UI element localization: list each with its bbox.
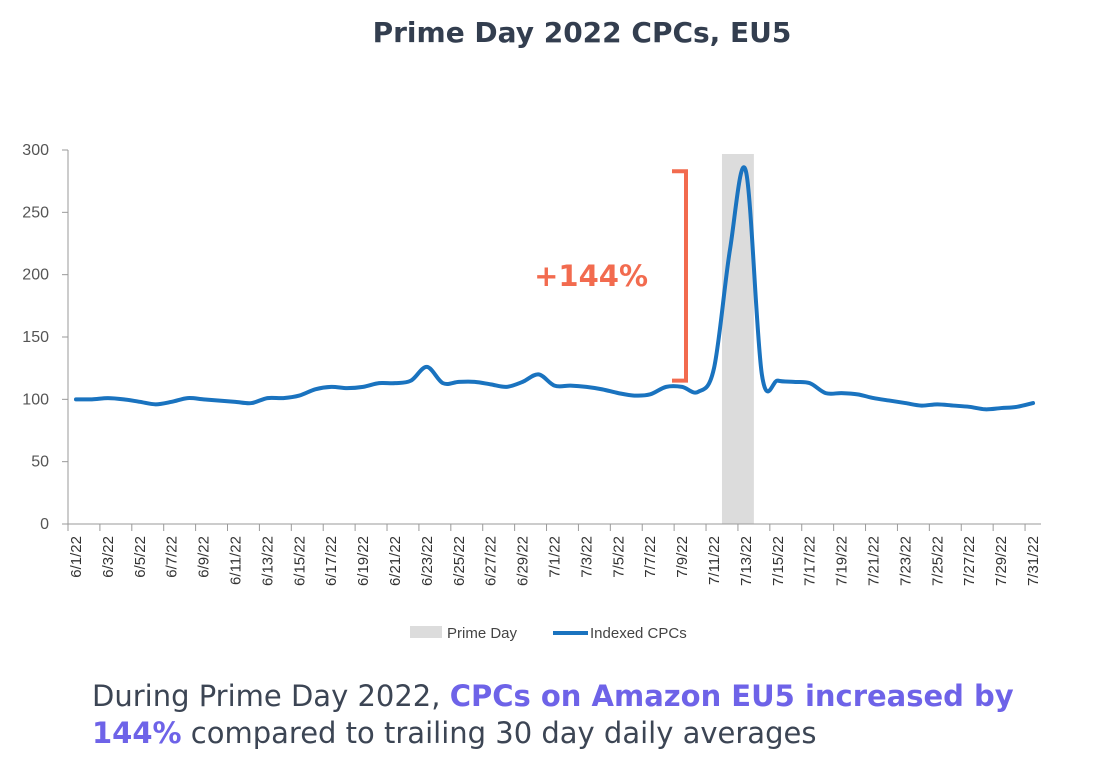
y-tick-label: 0	[40, 516, 49, 533]
x-tick-label: 7/13/22	[738, 536, 755, 586]
caption-text-start: During Prime Day 2022,	[92, 679, 450, 713]
x-tick-label: 6/13/22	[259, 536, 276, 586]
annotation-layer: +144%	[534, 169, 688, 383]
x-tick-label: 6/23/22	[419, 536, 436, 586]
line-chart: 0 50 100 150 200 250 300 6/1/22 6/3/22 6/5/22 6/7/…	[22, 142, 1042, 642]
y-tick-label: 100	[22, 391, 49, 408]
x-tick-label: 7/19/22	[834, 536, 851, 586]
x-tick-label: 7/15/22	[770, 536, 787, 586]
x-tick-label: 6/29/22	[515, 536, 532, 586]
y-tick-label: 150	[22, 329, 49, 346]
x-tick-label: 7/29/22	[993, 536, 1010, 586]
x-tick-label: 7/17/22	[802, 536, 819, 586]
x-tick-label: 6/9/22	[196, 536, 213, 578]
x-tick-label: 6/21/22	[387, 536, 404, 586]
x-tick-label: 6/15/22	[291, 536, 308, 586]
caption: During Prime Day 2022, CPCs on Amazon EU…	[92, 678, 1082, 752]
caption-highlight: CPCs on Amazon EU5 increased by 144%	[92, 679, 1014, 750]
x-tick-label: 7/11/22	[706, 536, 723, 585]
legend-swatch-prime-day	[410, 626, 442, 638]
y-tick-label: 50	[31, 454, 49, 471]
axes: 0 50 100 150 200 250 300 6/1/22 6/3/22 6/5/22 6/7/…	[22, 142, 1042, 586]
x-tick-label: 6/5/22	[132, 536, 149, 578]
series-line-indexed-cpcs	[73, 165, 1036, 412]
x-tick-label: 6/3/22	[100, 536, 117, 578]
x-tick-label: 7/9/22	[674, 536, 691, 578]
annotation-bracket	[672, 169, 688, 383]
x-tick-label: 7/1/22	[547, 536, 564, 578]
x-tick-label: 7/3/22	[578, 536, 595, 578]
x-tick-label: 7/21/22	[866, 536, 883, 586]
x-tick-label: 6/1/22	[68, 536, 85, 578]
x-tick-label: 6/19/22	[355, 536, 372, 586]
x-tick-label: 6/7/22	[164, 536, 181, 578]
legend-label-indexed-cpcs: Indexed CPCs	[590, 625, 687, 642]
x-tick-label: 7/31/22	[1025, 536, 1042, 586]
x-tick-label: 7/27/22	[961, 536, 978, 586]
x-tick-label: 6/17/22	[323, 536, 340, 586]
y-tick-label: 250	[22, 204, 49, 221]
x-tick-label: 6/25/22	[451, 536, 468, 586]
x-tick-label: 6/27/22	[483, 536, 500, 586]
annotation-label: +144%	[534, 259, 648, 293]
x-tick-label: 7/25/22	[929, 536, 946, 586]
legend: Prime Day Indexed CPCs	[410, 625, 687, 642]
chart-title: Prime Day 2022 CPCs, EU5	[372, 16, 792, 49]
y-tick-label: 200	[22, 267, 49, 284]
y-tick-label: 300	[22, 142, 49, 159]
legend-label-prime-day: Prime Day	[447, 625, 518, 642]
caption-text-end: compared to trailing 30 day daily averag…	[181, 716, 817, 750]
x-tick-label: 7/7/22	[642, 536, 659, 578]
x-tick-label: 7/23/22	[897, 536, 914, 586]
series-layer	[73, 165, 1036, 412]
x-tick-label: 7/5/22	[610, 536, 627, 578]
x-tick-label: 6/11/22	[227, 536, 244, 585]
